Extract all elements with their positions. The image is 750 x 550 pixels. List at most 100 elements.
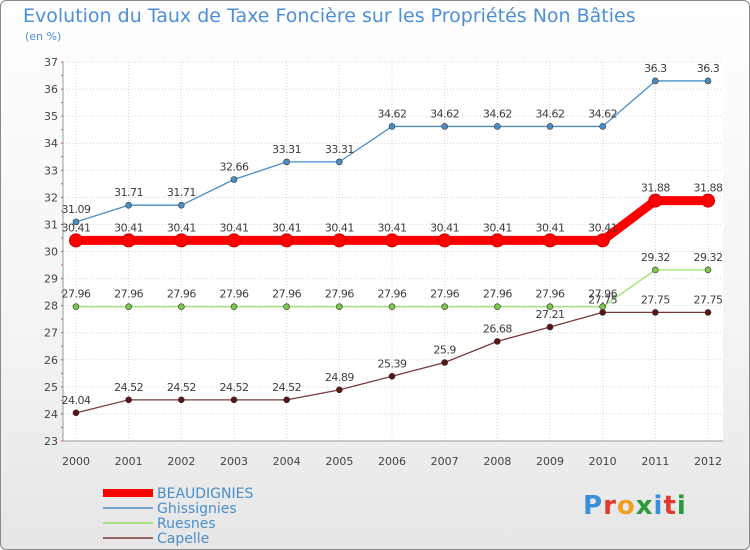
legend-label: Ghissignies xyxy=(157,501,237,517)
data-point xyxy=(230,396,238,404)
data-label: 29.32 xyxy=(641,251,670,264)
data-point xyxy=(546,323,554,331)
x-tick-label: 2001 xyxy=(115,455,143,468)
data-label: 30.41 xyxy=(272,221,301,234)
data-label: 30.41 xyxy=(167,221,196,234)
data-label: 26.68 xyxy=(483,322,512,335)
data-label: 34.62 xyxy=(588,107,617,120)
data-label: 31.09 xyxy=(62,203,91,216)
logo-letter: i xyxy=(676,491,687,521)
data-point xyxy=(69,233,83,248)
proxiti-logo: Proxiti xyxy=(583,491,687,521)
data-point xyxy=(441,123,448,130)
data-label: 29.32 xyxy=(694,251,723,264)
data-point xyxy=(652,266,659,274)
data-point xyxy=(72,409,80,417)
data-point xyxy=(388,123,396,130)
data-point xyxy=(178,303,185,311)
data-label: 27.96 xyxy=(325,288,354,301)
data-label: 27.96 xyxy=(588,288,617,301)
data-point xyxy=(230,303,238,311)
data-label: 33.31 xyxy=(272,143,301,156)
data-label: 33.31 xyxy=(325,143,354,156)
data-point xyxy=(385,233,399,248)
data-point xyxy=(283,396,290,404)
data-point xyxy=(546,123,554,130)
data-point xyxy=(332,233,347,248)
y-tick-label: 26 xyxy=(44,354,58,367)
x-tick-label: 2009 xyxy=(536,455,564,468)
data-point xyxy=(178,396,185,404)
data-label: 34.62 xyxy=(378,107,407,120)
y-tick-label: 29 xyxy=(44,273,58,286)
data-point xyxy=(388,303,396,311)
data-label: 30.41 xyxy=(378,221,407,234)
data-point xyxy=(178,201,185,209)
data-label: 36.3 xyxy=(644,62,667,75)
data-label: 27.96 xyxy=(483,288,512,301)
data-point xyxy=(125,303,132,311)
data-label: 25.39 xyxy=(378,357,407,370)
x-tick-label: 2003 xyxy=(220,455,248,468)
y-tick-label: 31 xyxy=(44,218,58,231)
y-tick-label: 36 xyxy=(44,83,58,96)
data-label: 34.62 xyxy=(430,107,459,120)
x-tick-label: 2004 xyxy=(273,455,301,468)
y-tick-label: 25 xyxy=(44,381,58,394)
logo-letter: P xyxy=(583,491,604,521)
data-label: 27.75 xyxy=(588,293,617,306)
data-point xyxy=(283,303,290,311)
y-tick-label: 28 xyxy=(44,300,58,313)
y-tick-label: 34 xyxy=(44,137,58,150)
data-label: 24.52 xyxy=(114,381,143,394)
data-label: 30.41 xyxy=(536,221,565,234)
data-label: 27.96 xyxy=(430,288,459,301)
data-label: 31.88 xyxy=(641,182,670,195)
data-point xyxy=(230,176,238,183)
logo-letter: i xyxy=(653,491,664,521)
data-label: 25.9 xyxy=(433,343,456,356)
data-point xyxy=(336,303,343,311)
legend-label: BEAUDIGNIES xyxy=(157,486,253,502)
x-tick-label: 2002 xyxy=(167,455,195,468)
x-tick-label: 2007 xyxy=(431,455,459,468)
data-label: 30.41 xyxy=(588,221,617,234)
data-label: 27.75 xyxy=(694,293,723,306)
y-tick-label: 37 xyxy=(44,56,58,69)
data-point xyxy=(546,303,554,311)
data-label: 30.41 xyxy=(114,221,143,234)
data-label: 27.21 xyxy=(536,308,565,321)
x-tick-label: 2000 xyxy=(62,455,90,468)
data-point xyxy=(543,233,557,248)
data-point xyxy=(494,123,501,130)
legend-label: Capelle xyxy=(157,531,209,547)
x-tick-label: 2011 xyxy=(641,455,669,468)
data-label: 27.96 xyxy=(378,288,407,301)
x-tick-label: 2006 xyxy=(378,455,406,468)
x-tick-label: 2012 xyxy=(694,455,722,468)
data-point xyxy=(441,359,448,366)
data-label: 27.75 xyxy=(641,293,670,306)
data-point xyxy=(494,303,501,311)
data-label: 34.62 xyxy=(483,107,512,120)
data-point xyxy=(388,372,396,380)
data-point xyxy=(704,77,712,85)
y-tick-label: 23 xyxy=(44,435,58,448)
data-label: 27.96 xyxy=(220,288,249,301)
data-label: 31.71 xyxy=(167,186,196,199)
y-tick-label: 35 xyxy=(44,110,58,123)
data-point xyxy=(121,233,136,248)
data-point xyxy=(701,193,715,208)
y-tick-label: 32 xyxy=(44,191,58,204)
y-tick-label: 33 xyxy=(44,164,58,177)
data-point xyxy=(652,77,659,85)
data-label: 24.52 xyxy=(272,381,301,394)
data-label: 36.3 xyxy=(697,62,720,75)
data-label: 30.41 xyxy=(325,221,354,234)
data-point xyxy=(279,233,294,248)
data-point xyxy=(595,233,610,248)
data-point xyxy=(174,233,189,248)
data-label: 24.52 xyxy=(220,381,249,394)
data-label: 27.96 xyxy=(167,288,196,301)
